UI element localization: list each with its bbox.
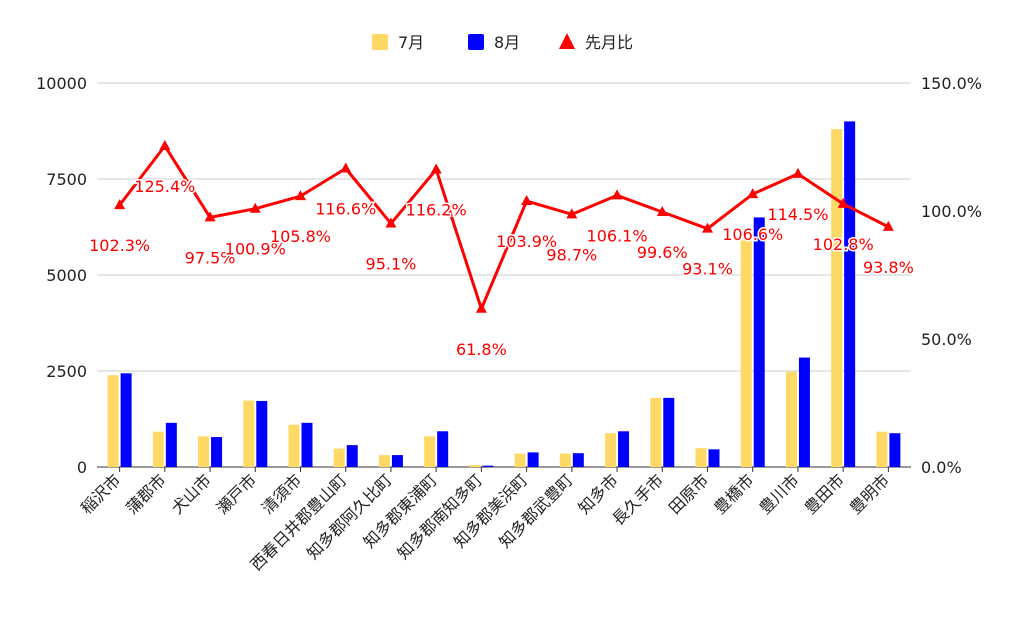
bar-7gatsu	[696, 448, 707, 467]
ratio-marker	[521, 195, 532, 205]
bar-8gatsu	[121, 373, 132, 467]
ratio-data-label: 98.7%	[546, 245, 597, 264]
left-tick-label: 7500	[46, 170, 87, 189]
bar-7gatsu	[741, 240, 752, 467]
ratio-data-label: 102.3%	[89, 236, 150, 255]
bar-7gatsu	[153, 432, 164, 467]
right-tick-label: 0.0%	[921, 458, 962, 477]
legend-swatch-triangle	[559, 33, 575, 49]
bar-7gatsu	[560, 454, 571, 467]
right-tick-label: 50.0%	[921, 330, 972, 349]
ratio-marker	[612, 189, 623, 199]
ratio-data-label: 114.5%	[767, 205, 828, 224]
x-tick-label: 豊川市	[755, 470, 802, 517]
left-tick-label: 5000	[46, 266, 87, 285]
legend-swatch	[372, 34, 388, 50]
bar-8gatsu	[754, 217, 765, 467]
bar-8gatsu	[437, 431, 448, 467]
ratio-data-label: 116.6%	[315, 200, 376, 219]
bar-8gatsu	[392, 455, 403, 467]
left-axis-ticks: 0 2500 5000 7500 10000	[36, 74, 87, 477]
bar-8gatsu	[844, 121, 855, 467]
legend-label: 7月	[398, 33, 424, 52]
bar-8gatsu	[256, 401, 267, 467]
ratio-data-label: 106.6%	[722, 225, 783, 244]
bar-7gatsu	[243, 401, 254, 467]
ratio-marker	[792, 168, 803, 178]
ratio-data-label: 93.8%	[863, 258, 914, 277]
bar-8gatsu	[573, 453, 584, 467]
bar-7gatsu	[198, 436, 209, 467]
ratio-data-label: 99.6%	[637, 243, 688, 262]
bar-7gatsu	[605, 433, 616, 467]
legend: 7月 8月 先月比	[372, 33, 633, 52]
bar-7gatsu	[515, 454, 526, 467]
bar-8gatsu	[663, 398, 674, 467]
bar-8gatsu	[528, 452, 539, 467]
ratio-data-label: 116.2%	[406, 201, 467, 220]
ratio-marker	[159, 140, 170, 150]
bar-8gatsu	[166, 423, 177, 467]
right-tick-label: 150.0%	[921, 74, 982, 93]
legend-swatch	[468, 34, 484, 50]
x-tick-label: 犬山市	[167, 470, 214, 517]
bar-7gatsu	[379, 455, 390, 467]
x-tick-label: 豊明市	[846, 470, 893, 517]
bar-8gatsu	[302, 423, 313, 467]
bar-8gatsu	[347, 445, 358, 467]
bar-7gatsu	[289, 425, 300, 467]
bar-8gatsu	[889, 433, 900, 467]
bar-8gatsu	[618, 431, 629, 467]
bar-7gatsu	[876, 432, 887, 467]
x-tick-label: 豊橋市	[710, 470, 757, 517]
ratio-data-label: 93.1%	[682, 260, 733, 279]
ratio-marker	[476, 303, 487, 313]
x-tick-label: 豊田市	[801, 470, 848, 517]
bar-7gatsu	[424, 436, 435, 467]
x-tick-label: 田原市	[665, 470, 712, 517]
bar-7gatsu	[831, 129, 842, 467]
ratio-labels: 102.3% 125.4% 97.5%100.9%105.8% 116.6% 95.1%…	[89, 177, 914, 359]
x-axis-ticks: 稲沢市蒲郡市犬山市瀬戸市清須市西春日井郡豊山町知多郡阿久比町知多郡東浦町知多郡南…	[77, 467, 893, 574]
bars	[108, 121, 901, 467]
left-tick-label: 0	[77, 458, 87, 477]
right-axis-ticks: 0.0% 50.0% 100.0% 150.0%	[921, 74, 982, 477]
bar-8gatsu	[211, 437, 222, 467]
x-tick-label: 蒲郡市	[122, 470, 169, 517]
left-tick-label: 10000	[36, 74, 87, 93]
right-tick-label: 100.0%	[921, 202, 982, 221]
x-tick-label: 稲沢市	[77, 470, 124, 517]
legend-label: 8月	[494, 33, 520, 52]
ratio-data-label: 95.1%	[366, 255, 417, 274]
ratio-marker	[431, 164, 442, 174]
bar-7gatsu	[786, 372, 797, 467]
ratio-data-label: 102.8%	[813, 235, 874, 254]
left-tick-label: 2500	[46, 362, 87, 381]
ratio-marker	[340, 163, 351, 173]
bar-7gatsu	[108, 375, 119, 467]
ratio-data-label: 125.4%	[134, 177, 195, 196]
bar-7gatsu	[469, 465, 480, 467]
ratio-data-label: 61.8%	[456, 340, 507, 359]
bar-8gatsu	[799, 358, 810, 467]
legend-label: 先月比	[585, 33, 633, 52]
bar-7gatsu	[334, 449, 345, 467]
bar-8gatsu	[482, 466, 493, 467]
ratio-data-label: 105.8%	[270, 227, 331, 246]
bar-8gatsu	[709, 449, 720, 467]
x-tick-label: 瀬戸市	[213, 470, 260, 517]
bar-7gatsu	[650, 398, 661, 467]
